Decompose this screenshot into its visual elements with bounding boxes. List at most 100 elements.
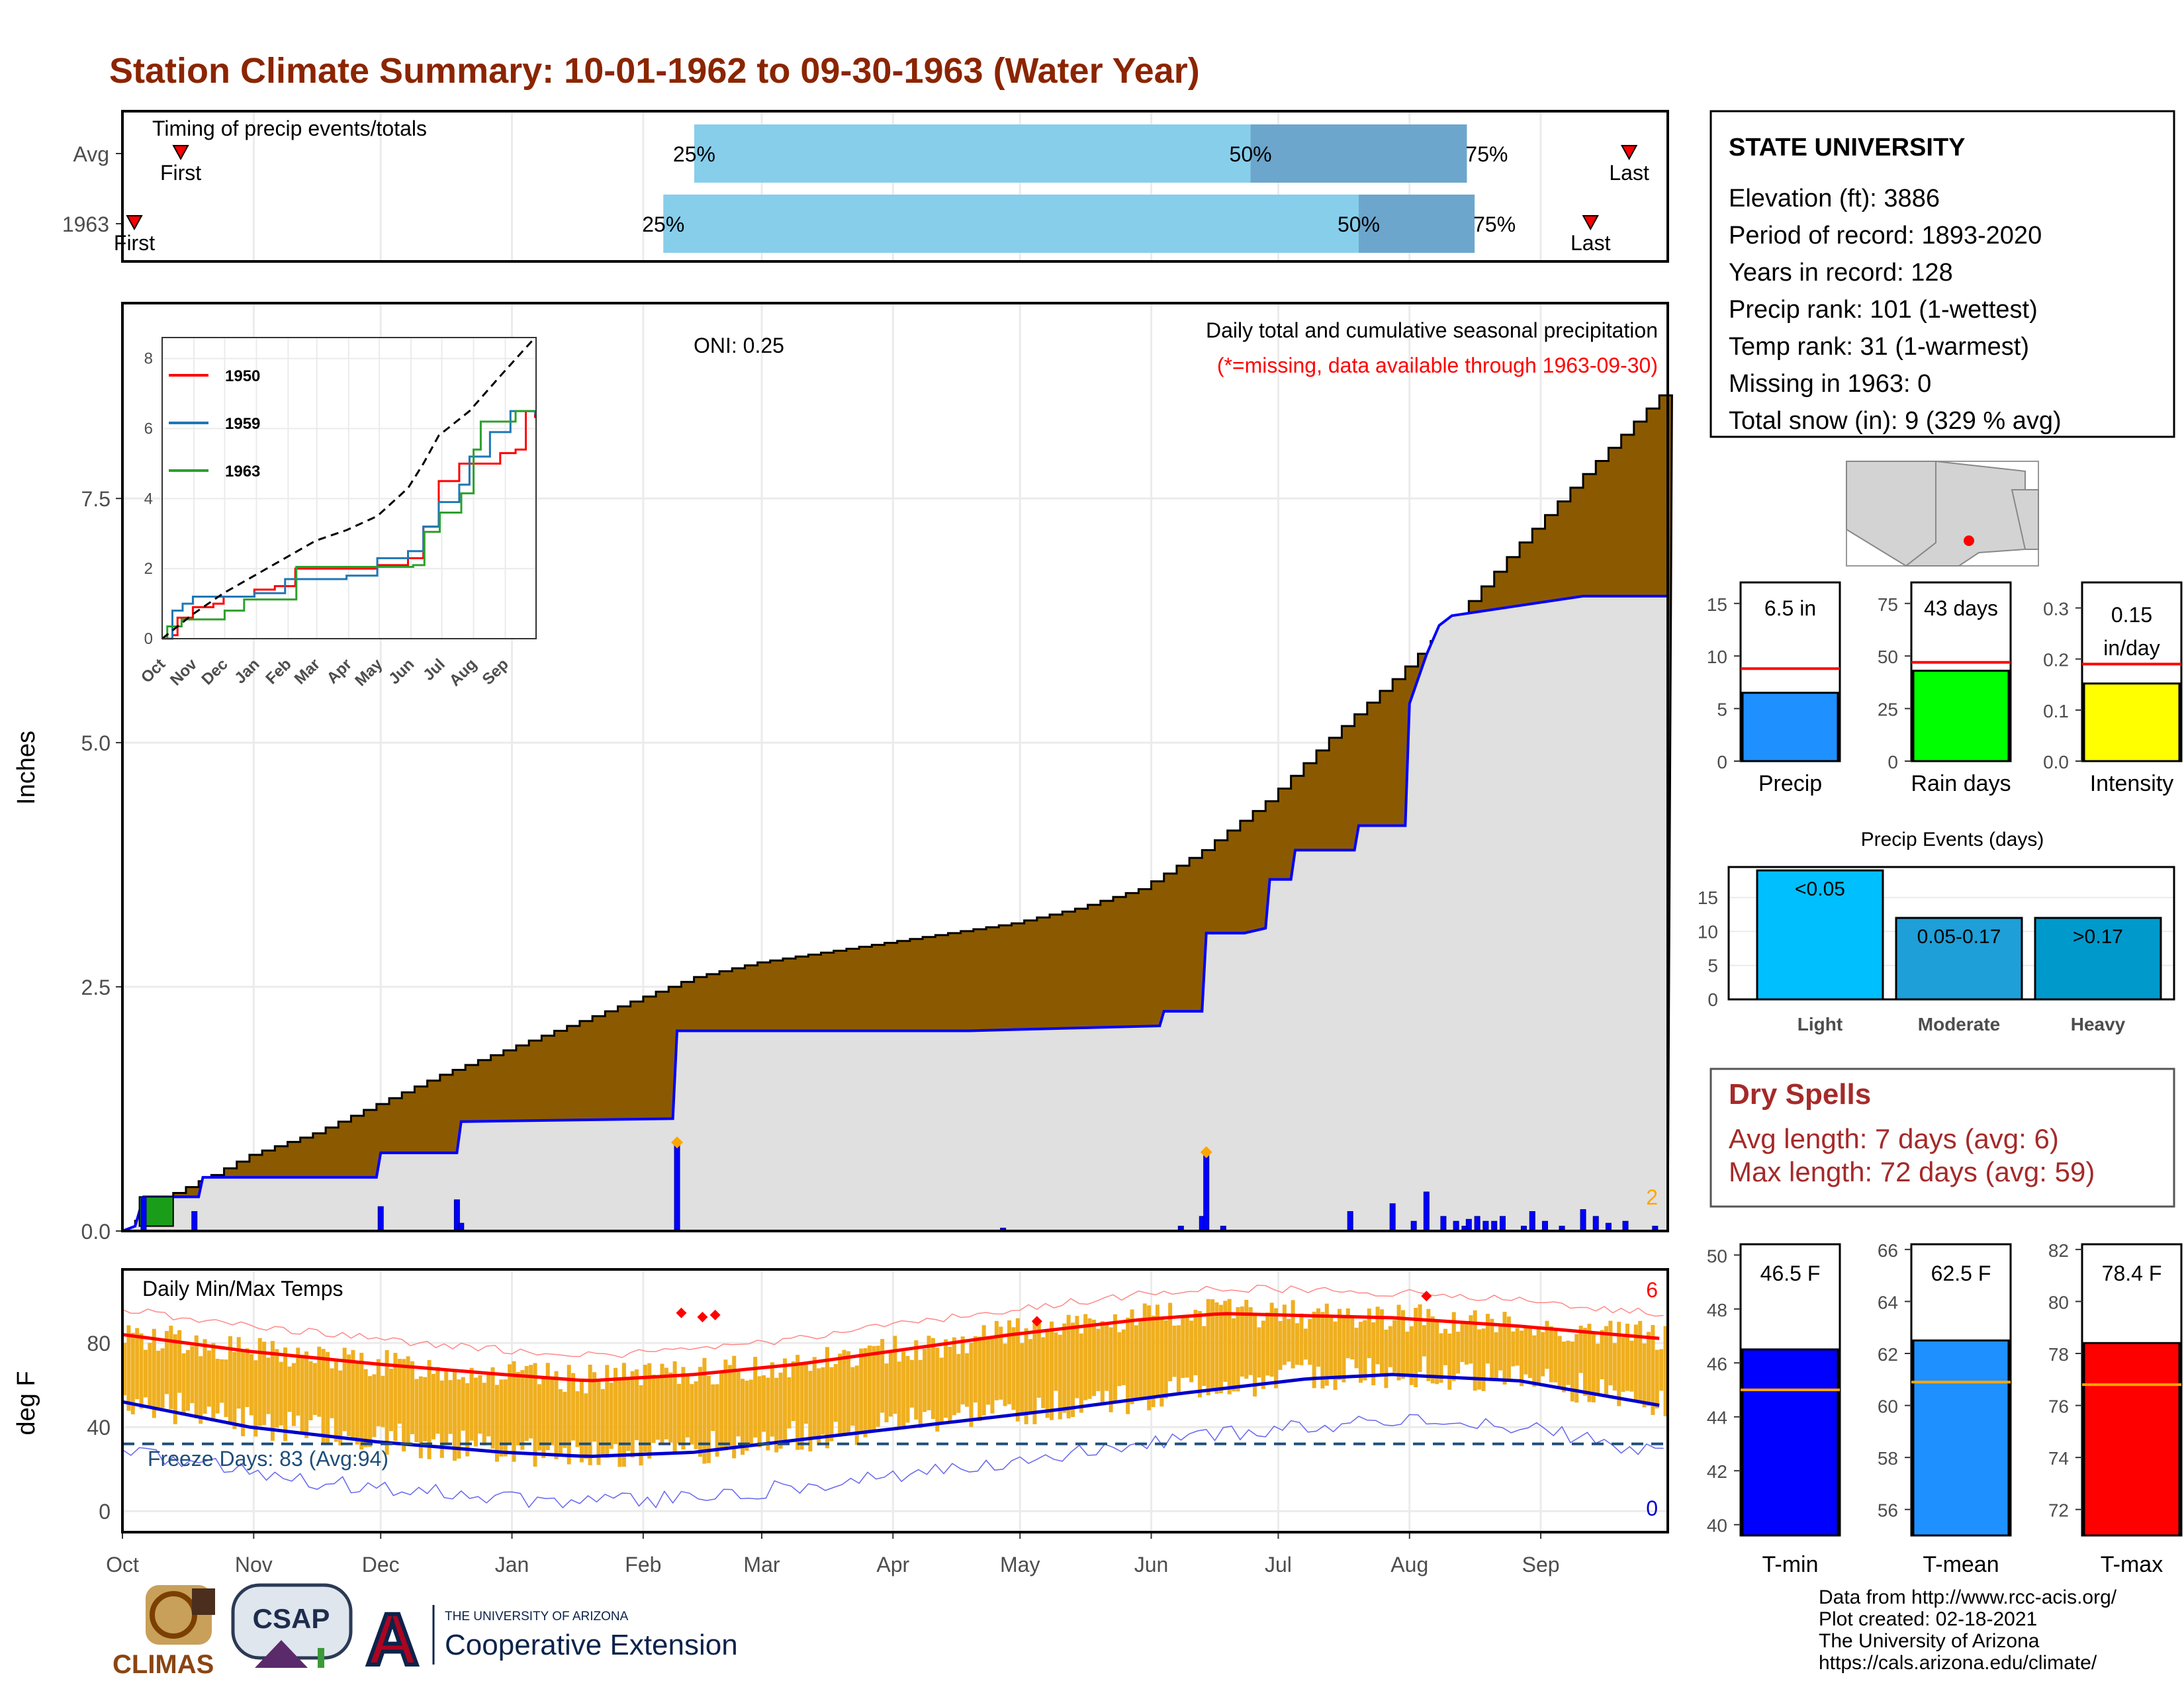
daily-precip-bar (1410, 1220, 1417, 1232)
snow-day-count: 2 (1646, 1185, 1658, 1209)
daily-temp-bar (1189, 1320, 1194, 1383)
daily-temp-bar (1316, 1308, 1321, 1367)
daily-temp-bar (939, 1357, 944, 1424)
daily-temp-bar (1181, 1317, 1185, 1379)
daily-temp-bar (897, 1361, 901, 1430)
daily-temp-bar (588, 1364, 592, 1465)
daily-temp-bar (130, 1332, 135, 1414)
daily-temp-bar (1400, 1310, 1405, 1379)
timing-bar-25-50 (694, 124, 1251, 183)
events-bar-heavy (2034, 917, 2162, 1001)
daily-temp-bar (550, 1376, 555, 1445)
daily-temp-bar (1100, 1321, 1105, 1404)
daily-temp-bar (1379, 1309, 1384, 1375)
daily-temp-bar (656, 1378, 660, 1440)
daily-temp-bar (1003, 1344, 1007, 1406)
daily-temp-bar (541, 1377, 546, 1458)
daily-temp-bar (901, 1351, 906, 1430)
daily-temp-bar (1291, 1300, 1295, 1369)
daily-temp-bar (338, 1370, 343, 1445)
daily-temp-bar (321, 1349, 326, 1444)
daily-temp-bar (1244, 1299, 1249, 1379)
daily-temp-bar (609, 1383, 614, 1449)
daily-temp-bar (1257, 1327, 1261, 1378)
events-bar-label: <0.05 (1795, 878, 1845, 900)
daily-temp-bar (418, 1376, 423, 1459)
daily-temp-bar (884, 1363, 889, 1423)
daily-temp-bar (1549, 1326, 1553, 1383)
daily-temp-bar (1435, 1320, 1439, 1385)
daily-temp-bar (757, 1376, 762, 1447)
daily-temp-bar (1206, 1299, 1210, 1396)
daily-temp-bar (1202, 1326, 1206, 1387)
station-elevation: Elevation (ft): 3886 (1729, 185, 1940, 212)
temp-panel-frame (121, 1268, 1669, 1533)
daily-temp-bar (893, 1336, 897, 1414)
daily-temp-bar (605, 1365, 610, 1458)
daily-temp-bar (1600, 1330, 1604, 1380)
daily-temp-bar (393, 1353, 398, 1441)
daily-temp-bar (1320, 1312, 1325, 1389)
daily-temp-bar (1151, 1315, 1156, 1408)
daily-temp-bar (854, 1365, 859, 1445)
daily-temp-bar (803, 1363, 808, 1424)
daily-temp-bar (215, 1359, 220, 1414)
stat-label: Precip (1758, 771, 1822, 796)
daily-temp-bar (990, 1336, 995, 1414)
events-tick-label: 10 (1698, 921, 1718, 942)
daily-temp-bar (482, 1383, 486, 1445)
inset-tick-label: 8 (144, 350, 153, 368)
daily-temp-bar (1663, 1326, 1668, 1416)
daily-temp-bar (372, 1374, 377, 1438)
station-missing: Missing in 1963: 0 (1729, 370, 1931, 398)
daily-temp-bar (1515, 1328, 1520, 1366)
first-event-label: First (114, 231, 155, 255)
daily-temp-bar (533, 1363, 537, 1467)
tstat-tick-label: 64 (1878, 1292, 1898, 1312)
daily-temp-bar (220, 1359, 224, 1403)
daily-temp-bar (351, 1349, 355, 1439)
daily-temp-bar (1443, 1328, 1447, 1365)
timing-label-25: 25% (673, 142, 715, 166)
daily-temp-bar (1405, 1332, 1410, 1376)
stat-value-text: 0.15 (2111, 603, 2152, 627)
daily-temp-bar (643, 1365, 647, 1453)
precip-tick-label: 2.5 (81, 976, 111, 999)
dry-spells-max: Max length: 72 days (avg: 59) (1729, 1156, 2095, 1187)
daily-temp-bar (948, 1346, 952, 1422)
daily-temp-bar (253, 1360, 258, 1437)
tstat-value-text: 78.4 F (2102, 1261, 2162, 1285)
timing-label-50: 50% (1230, 142, 1272, 166)
daily-temp-bar (711, 1384, 715, 1432)
daily-temp-bar (956, 1353, 961, 1413)
events-category-label: Heavy (2071, 1014, 2126, 1034)
daily-temp-bar (668, 1372, 673, 1443)
footer-url: https://cals.arizona.edu/climate/ (1819, 1652, 2097, 1674)
tstat-tick-label: 76 (2048, 1396, 2069, 1417)
daily-temp-bar (736, 1371, 741, 1437)
daily-temp-bar (1070, 1322, 1075, 1418)
daily-temp-bar (960, 1336, 965, 1404)
daily-temp-bar (1168, 1303, 1173, 1381)
daily-temp-bar (867, 1346, 872, 1431)
temp-tick-label: 80 (87, 1332, 111, 1355)
daily-temp-bar (1287, 1318, 1291, 1362)
daily-temp-bar (190, 1346, 195, 1404)
daily-temp-bar (1329, 1318, 1334, 1379)
daily-temp-bar (1274, 1308, 1279, 1389)
stat-bar-value (1741, 692, 1839, 762)
daily-temp-bar (1036, 1320, 1041, 1398)
daily-temp-bar (626, 1379, 631, 1451)
daily-temp-bar (672, 1361, 677, 1452)
daily-temp-bar (1324, 1303, 1329, 1386)
daily-temp-bar (685, 1375, 690, 1438)
month-axis-label: Jun (1134, 1553, 1169, 1577)
daily-temp-bar (690, 1384, 694, 1445)
station-period: Period of record: 1893-2020 (1729, 222, 2042, 250)
daily-temp-bar (177, 1330, 182, 1393)
stat-tick-label: 10 (1707, 647, 1727, 667)
record-low-line (122, 1414, 1664, 1509)
daily-temp-bar (639, 1385, 643, 1466)
daily-temp-bar (600, 1389, 605, 1457)
